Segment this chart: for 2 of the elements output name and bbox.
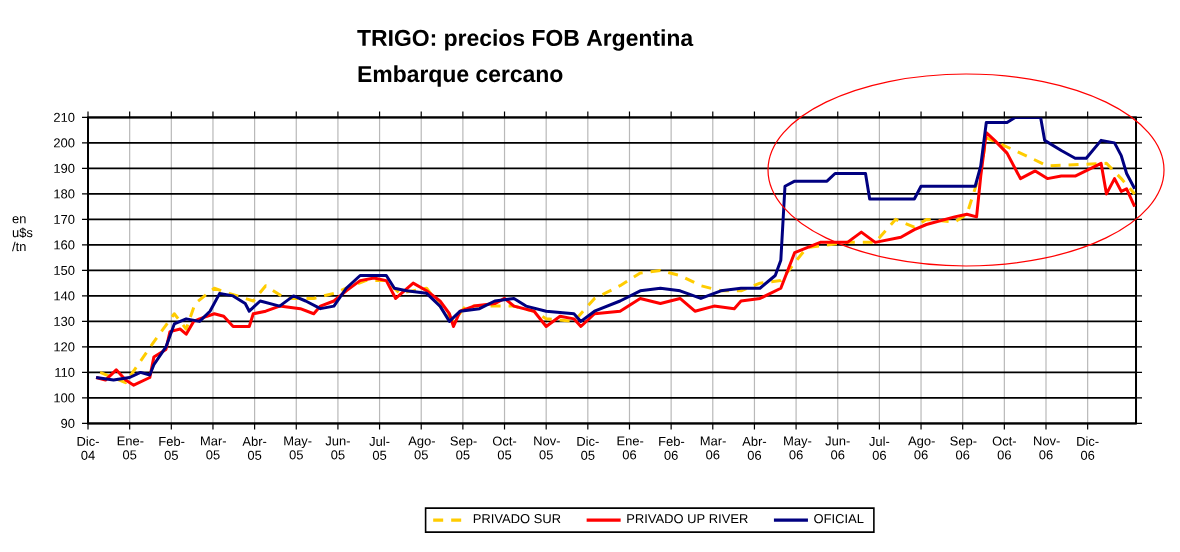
chart-title: TRIGO: precios FOB Argentina [357,29,694,51]
chart-subtitle: Embarque cercano [358,65,563,87]
